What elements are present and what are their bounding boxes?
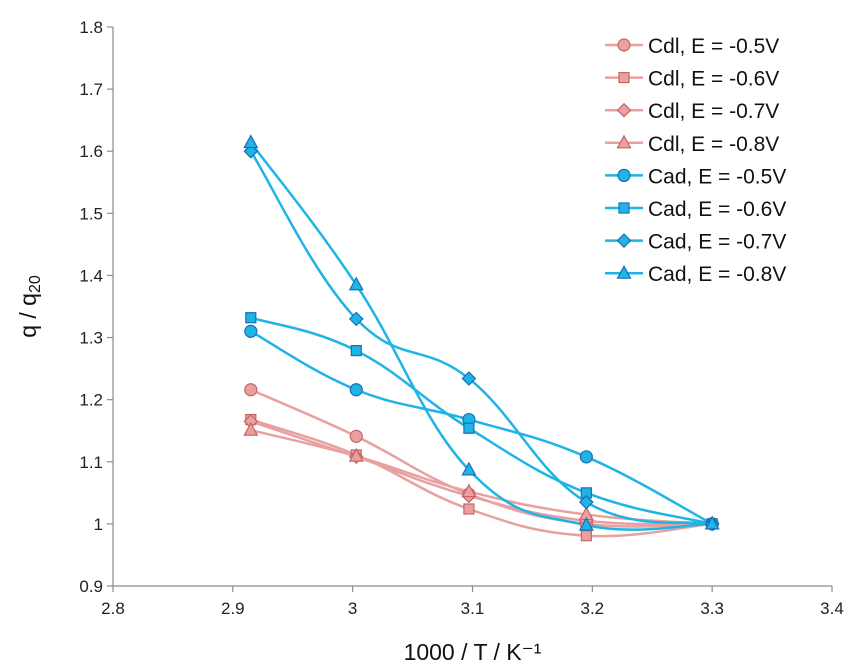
legend-item: Cad, E = -0.6V [605, 198, 786, 221]
y-tick-label: 1.4 [79, 266, 103, 285]
series-line-8 [249, 141, 713, 531]
legend-marker [616, 102, 632, 118]
data-point-7-2 [348, 311, 364, 327]
y-tick-label: 1.8 [79, 18, 103, 37]
data-point-8-5 [704, 515, 720, 530]
legend-marker [616, 134, 632, 149]
series-markers [243, 134, 720, 542]
data-point-2-3 [463, 503, 475, 515]
legend-marker [618, 202, 630, 214]
data-point-5-2 [349, 383, 363, 397]
y-tick-label: 1.1 [79, 453, 103, 472]
series-lines [249, 141, 713, 538]
legend-item: Cad, E = -0.7V [605, 231, 786, 254]
data-point-8-3 [461, 461, 477, 476]
x-tick-label: 2.8 [101, 599, 125, 618]
y-tick-label: 0.9 [79, 577, 103, 596]
x-tick-label: 3 [348, 599, 357, 618]
x-tick-label: 3.1 [461, 599, 485, 618]
data-point-4-3 [461, 483, 477, 498]
legend-marker [616, 264, 632, 279]
legend-marker [617, 38, 631, 52]
y-axis-title-subscript: 20 [27, 275, 44, 293]
legend-item: Cdl, E = -0.6V [605, 68, 779, 91]
y-axis-title-main: q / q [15, 293, 41, 338]
x-tick-label: 3.4 [820, 599, 844, 618]
legend-label: Cad, E = -0.7V [648, 231, 786, 254]
y-tick-label: 1.3 [79, 329, 103, 348]
axes: 0.9 1 1.1 1.2 1.3 1.4 1.5 1.6 1.7 1.8 2.8 2.9 3 3.1 3.… [79, 18, 843, 618]
legend-item: Cdl, E = -0.7V [605, 100, 779, 123]
data-point-1-2 [349, 429, 363, 443]
data-point-2-4 [580, 530, 592, 542]
data-point-7-4 [578, 494, 594, 510]
legend-marker [618, 71, 630, 84]
data-point-6-3 [463, 422, 475, 434]
legend-label: Cdl, E = -0.8V [648, 133, 779, 156]
legend-marker [617, 168, 631, 182]
data-point-7-3 [461, 371, 477, 386]
series-line-1 [250, 388, 713, 528]
legend-marker [616, 233, 632, 248]
legend-label: Cad, E = -0.8V [648, 263, 786, 286]
legend-item: Cdl, E = -0.5V [605, 35, 779, 58]
data-point-4-2 [348, 447, 364, 462]
series-layer [243, 134, 720, 542]
data-point-6-2 [350, 344, 362, 357]
legend-label: Cdl, E = -0.5V [648, 35, 779, 58]
legend-label: Cad, E = -0.6V [648, 198, 786, 221]
legend-item: Cdl, E = -0.8V [605, 133, 779, 156]
legend-label: Cad, E = -0.5V [648, 165, 786, 188]
x-tick-label: 2.9 [221, 599, 245, 618]
x-axis-title: 1000 / T / K⁻¹ [404, 639, 542, 665]
y-tick-label: 1.6 [79, 142, 103, 161]
legend-item: Cad, E = -0.8V [605, 263, 786, 286]
legend-item: Cad, E = -0.5V [605, 165, 786, 188]
data-point-1-1 [244, 383, 258, 397]
data-point-8-4 [578, 516, 594, 531]
y-tick-label: 1.2 [79, 391, 103, 410]
x-tick-label: 3.3 [700, 599, 724, 618]
y-tick-label: 1 [94, 515, 103, 534]
legend-label: Cdl, E = -0.6V [648, 68, 779, 91]
data-point-8-1 [243, 134, 259, 149]
legend-label: Cdl, E = -0.7V [648, 100, 779, 123]
data-point-8-2 [348, 276, 364, 291]
legend: Cdl, E = -0.5V Cdl, E = -0.6V Cdl, E = -0.… [605, 35, 786, 286]
data-point-6-1 [245, 312, 257, 324]
y-tick-label: 1.7 [79, 80, 103, 99]
y-tick-label: 1.5 [79, 204, 103, 223]
data-point-5-4 [579, 450, 593, 464]
data-point-5-1 [244, 324, 258, 338]
x-tick-label: 3.2 [581, 599, 605, 618]
y-axis-title: q / q20 [15, 275, 44, 338]
data-point-4-1 [243, 421, 259, 436]
